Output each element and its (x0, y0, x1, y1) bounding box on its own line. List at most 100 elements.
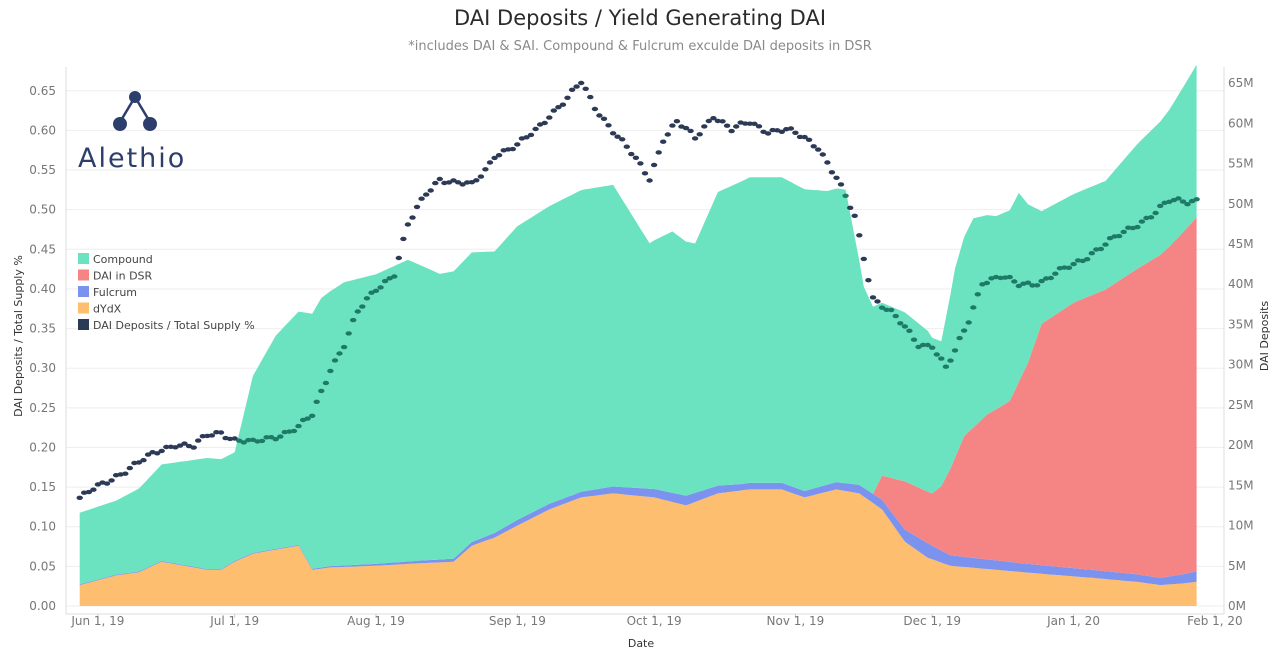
ratio-dot (391, 274, 398, 279)
y-right-tick-label: 5M (1228, 559, 1246, 573)
ratio-dot (915, 344, 922, 350)
ratio-dot (1134, 224, 1141, 230)
ratio-dot (710, 116, 717, 121)
legend-label-fulcrum: Fulcrum (93, 286, 137, 299)
ratio-dot (1193, 197, 1200, 202)
ratio-dot (1084, 257, 1091, 262)
ratio-dot (983, 280, 991, 286)
ratio-dot (833, 175, 840, 180)
y-left-tick-label: 0.60 (29, 123, 56, 137)
ratio-dot (924, 342, 931, 348)
ratio-dot (892, 313, 899, 319)
ratio-dot (459, 182, 466, 187)
ratio-dot (527, 132, 535, 138)
ratio-dot (555, 105, 562, 110)
y-left-tick-label: 0.65 (29, 84, 56, 98)
ratio-dot (942, 364, 950, 369)
ratio-dot (340, 344, 348, 350)
x-tick-label: Oct 1, 19 (627, 614, 682, 628)
ratio-dot (1120, 229, 1127, 235)
ratio-dot (427, 188, 434, 193)
x-tick-label: Jun 1, 19 (70, 614, 124, 628)
ratio-dot (623, 144, 630, 149)
ratio-dot (90, 487, 97, 492)
y-left-tick-label: 0.35 (29, 322, 56, 336)
ratio-dot (258, 438, 266, 444)
y-right-tick-label: 10M (1228, 519, 1254, 533)
ratio-dot (596, 113, 603, 118)
ratio-dot (878, 305, 886, 310)
ratio-dot (568, 87, 576, 93)
ratio-dot (477, 174, 485, 179)
ratio-dot (331, 358, 339, 363)
ratio-dot (919, 342, 927, 348)
ratio-dot (714, 118, 722, 124)
ratio-dot (578, 80, 585, 86)
ratio-dot (1184, 202, 1191, 207)
area-fulcrum (79, 482, 1197, 586)
y-right-tick-label: 40M (1228, 277, 1254, 291)
ratio-dot (432, 180, 439, 186)
ratio-dot (1029, 283, 1036, 288)
legend-label-dydx: dYdX (93, 303, 122, 316)
ratio-dot (381, 278, 389, 284)
y-right-tick-label: 0M (1228, 599, 1246, 613)
logo-text: Alethio (78, 143, 186, 174)
ratio-dot (454, 180, 462, 185)
ratio-dot (751, 121, 758, 127)
ratio-dot (327, 368, 334, 374)
ratio-dot (600, 116, 608, 122)
x-axis-title: Date (628, 637, 655, 650)
ratio-dot (874, 299, 881, 304)
stacked-areas (79, 64, 1197, 606)
ratio-dot (901, 324, 909, 329)
ratio-dot (450, 178, 457, 183)
x-tick-label: Feb 1, 20 (1187, 614, 1243, 628)
legend-label-ratio: DAI Deposits / Total Supply % (93, 319, 255, 332)
ratio-dot (860, 256, 867, 262)
y-left-tick-label: 0.00 (29, 599, 56, 613)
y-left-tick-label: 0.25 (29, 401, 56, 415)
ratio-dot (947, 358, 954, 363)
ratio-dot (486, 160, 494, 165)
y-right-tick-label: 45M (1228, 237, 1254, 251)
ratio-dot (122, 471, 129, 476)
ratio-dot (217, 430, 225, 435)
ratio-dot (158, 448, 165, 454)
y-right-tick-label: 30M (1228, 358, 1254, 372)
ratio-dot (318, 388, 325, 394)
ratio-dot (163, 444, 170, 450)
ratio-dot (418, 196, 425, 201)
ratio-dot (103, 481, 111, 486)
ratio-dot (1152, 210, 1159, 216)
ratio-dot (646, 178, 653, 183)
ratio-dot (805, 137, 813, 142)
ratio-dot (632, 155, 640, 160)
y-left-tick-label: 0.10 (29, 520, 56, 534)
ratio-dot (573, 84, 580, 89)
ratio-dot (910, 337, 918, 342)
area-dydx (79, 489, 1197, 606)
area-dsr (79, 217, 1197, 585)
ratio-dot (696, 132, 703, 137)
ratio-dots (76, 80, 1200, 500)
ratio-dot (746, 121, 754, 126)
ratio-dot (723, 123, 731, 128)
chart-subtitle: *includes DAI & SAI. Compound & Fulcrum … (408, 39, 872, 54)
ratio-dot (231, 436, 238, 441)
ratio-dot (1157, 203, 1164, 209)
ratio-dot (313, 399, 320, 404)
ratio-dot (938, 356, 945, 361)
ratio-dot (582, 86, 589, 92)
ratio-dot (404, 222, 412, 227)
y-left-tick-label: 0.55 (29, 163, 56, 177)
y-right-axis-title: DAI Deposits (1258, 301, 1271, 372)
legend-swatch-dydx (78, 302, 89, 314)
ratio-dot (641, 171, 649, 176)
ratio-dot (1115, 233, 1123, 239)
ratio-dot (682, 125, 690, 131)
ratio-dot (213, 430, 220, 435)
ratio-dot (929, 345, 936, 350)
ratio-dot (655, 150, 662, 155)
